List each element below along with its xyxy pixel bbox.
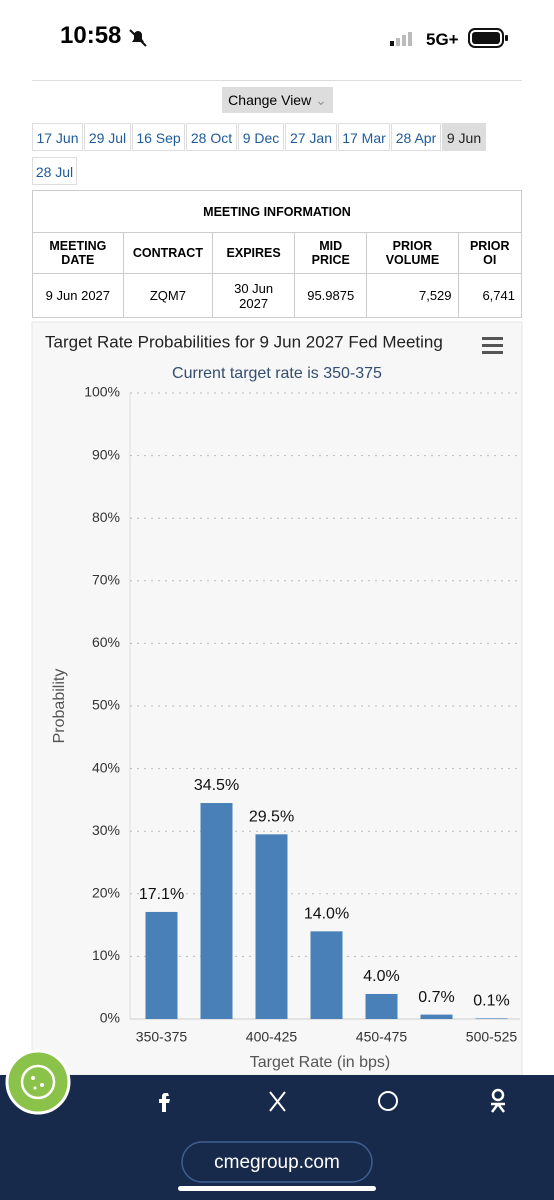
footer: cmegroup.com	[0, 1075, 554, 1200]
y-tick-label: 10%	[92, 947, 120, 963]
divider	[32, 80, 522, 81]
tab[interactable]: 28 Oct	[186, 123, 237, 151]
cell: 9 Jun 2027	[32, 273, 124, 318]
data-row: 9 Jun 2027 ZQM7 30 Jun 2027 95.9875 7,529 6,7…	[32, 273, 523, 318]
y-tick-label: 40%	[92, 759, 120, 775]
bar	[475, 1018, 508, 1019]
cell: 95.9875	[294, 273, 368, 318]
cookie-button[interactable]	[5, 1049, 71, 1115]
y-axis-label: Probability	[51, 669, 68, 744]
y-tick-label: 80%	[92, 509, 120, 525]
cell: 6,741	[457, 273, 523, 318]
ok-icon[interactable]	[491, 1088, 505, 1113]
bar	[255, 834, 288, 1019]
tab[interactable]: 17 Jun	[32, 123, 83, 151]
column-header: EXPIRES	[212, 232, 296, 274]
y-tick-label: 0%	[100, 1010, 120, 1026]
y-tick-label: 60%	[92, 634, 120, 650]
cell: ZQM7	[122, 273, 214, 318]
y-tick-label: 90%	[92, 446, 120, 462]
column-header: MID PRICE	[294, 232, 368, 274]
data-label: 0.1%	[473, 993, 509, 1010]
battery-icon	[468, 28, 508, 48]
signal-icon	[390, 32, 412, 46]
table-title: MEETING INFORMATION	[32, 190, 522, 233]
x-tick-label: 350-375	[136, 1029, 188, 1045]
data-label: 34.5%	[194, 777, 239, 794]
meeting-table: MEETING INFORMATION MEETING DATE CONTRACT…	[32, 190, 523, 318]
column-header: PRIOR VOLUME	[366, 232, 459, 274]
x-tick-label: 450-475	[356, 1029, 408, 1045]
column-header: MEETING DATE	[32, 232, 124, 274]
change-view-label: Change View	[228, 92, 312, 108]
menu-icon[interactable]	[482, 337, 503, 354]
x-tick-label: 500-525	[466, 1029, 518, 1045]
change-view-button[interactable]: Change View ⌄	[222, 87, 333, 113]
data-label: 14.0%	[304, 906, 349, 923]
data-label: 0.7%	[418, 989, 454, 1006]
chart-subtitle: Current target rate is 350-375	[172, 365, 382, 382]
tab[interactable]: 16 Sep	[132, 123, 185, 151]
bar	[310, 931, 343, 1019]
header-row: MEETING DATE CONTRACT EXPIRES MID PRICE PRIO…	[32, 232, 523, 274]
url: cmegroup.com	[214, 1152, 340, 1173]
tab[interactable]: 27 Jan	[285, 123, 337, 151]
cell: 30 Jun 2027	[212, 273, 296, 318]
bell-icon	[129, 29, 147, 47]
x-tick-label: 400-425	[246, 1029, 298, 1045]
tab[interactable]: 29 Jul	[84, 123, 131, 151]
tab[interactable]: 9 Jun	[442, 123, 486, 151]
url-pill[interactable]	[181, 1141, 373, 1183]
tab[interactable]: 28 Jul	[32, 157, 77, 185]
x-icon[interactable]	[269, 1091, 286, 1112]
facebook-icon[interactable]	[159, 1093, 170, 1112]
data-label: 29.5%	[249, 809, 294, 826]
y-tick-label: 30%	[92, 822, 120, 838]
bar	[200, 803, 233, 1019]
tab[interactable]: 28 Apr	[391, 123, 441, 151]
chart-title: Target Rate Probabilities for 9 Jun 2027…	[45, 332, 443, 351]
bar	[420, 1014, 453, 1019]
column-header: CONTRACT	[122, 232, 214, 274]
tab[interactable]: 9 Dec	[238, 123, 284, 151]
column-header: PRIOR OI	[457, 232, 523, 274]
y-tick-label: 50%	[92, 697, 120, 713]
tab[interactable]: 17 Mar	[338, 123, 390, 151]
cell: 7,529	[366, 273, 459, 318]
footer-icons: cmegroup.com	[159, 1088, 505, 1191]
bar	[365, 993, 398, 1019]
whatsapp-icon[interactable]	[378, 1091, 398, 1111]
bar	[145, 911, 178, 1019]
y-tick-label: 100%	[84, 384, 120, 400]
y-tick-label: 20%	[92, 885, 120, 901]
data-label: 17.1%	[139, 886, 184, 903]
x-axis-label: Target Rate (in bps)	[250, 1054, 391, 1071]
data-label: 4.0%	[363, 968, 399, 985]
status-time: 10:58	[60, 22, 122, 49]
network: 5G+	[426, 30, 459, 49]
meeting-table-wrap: MEETING INFORMATION MEETING DATE CONTRACT…	[32, 190, 523, 318]
home-indicator	[178, 1186, 376, 1191]
y-tick-label: 70%	[92, 572, 120, 588]
